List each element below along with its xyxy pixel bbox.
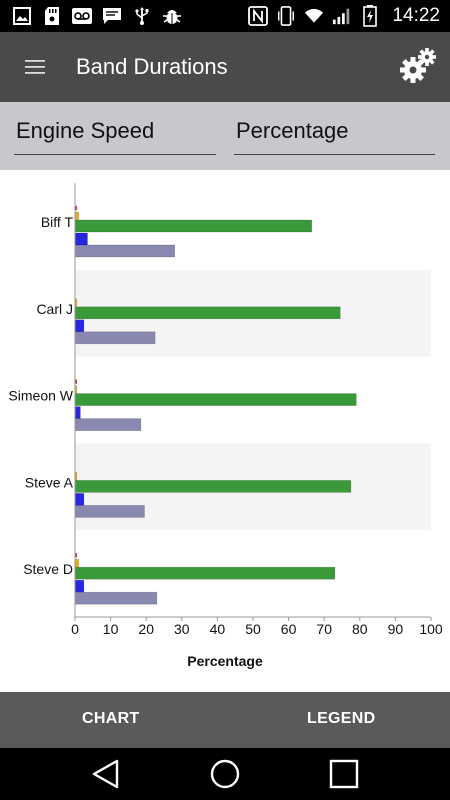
x-axis-label: Percentage [187,653,263,669]
bar-5-biff-t [74,244,175,258]
x-tick-label: 70 [316,621,332,637]
bar-5-steve-d [74,591,158,605]
home-icon[interactable] [209,758,241,790]
bar-4-steve-d [74,579,85,593]
category-label: Steve A [25,474,74,490]
navigation-bar [0,748,450,800]
tab-chart[interactable]: CHART [82,710,140,727]
status-time: 14:22 [392,5,440,26]
x-tick-label: 80 [352,621,368,637]
category-label: Carl J [36,301,73,317]
percentage-selector[interactable]: Percentage [234,112,435,155]
bar-chart: Biff T Carl J Simeon W Steve A Steve D 0 10 20 3… [8,183,443,669]
bug-icon [162,6,182,26]
back-icon[interactable] [90,758,122,790]
bar-4-carl-j [74,319,85,333]
bar-3-steve-a [74,480,352,493]
bar-3-simeon-w [74,393,357,406]
chart-area: Biff T Carl J Simeon W Steve A Steve D 0 10 20 3… [0,170,450,692]
x-tick-label: 30 [174,621,190,637]
x-tick-label: 60 [281,621,297,637]
category-label: Simeon W [8,388,73,404]
engine-speed-selector-label: Engine Speed [16,118,155,143]
x-tick-label: 50 [245,621,261,637]
x-tick-label: 100 [419,621,443,637]
nfc-icon [248,6,269,26]
bar-5-carl-j [74,331,156,345]
wifi-icon [304,6,324,26]
message-icon [102,6,122,26]
x-tick-label: 20 [138,621,154,637]
status-bar: 14:22 [0,0,450,32]
x-tick-label: 40 [210,621,226,637]
usb-icon [132,6,152,26]
engine-speed-selector[interactable]: Engine Speed [14,112,216,155]
bottom-tab-bar: CHART LEGEND [0,692,450,748]
recents-icon[interactable] [328,758,360,790]
bar-5-steve-a [74,505,145,518]
voicemail-icon [72,6,92,26]
phone-vibrate-icon [276,6,296,26]
category-label: Biff T [41,214,74,230]
selector-bar: Engine Speed Percentage [0,102,450,170]
tab-legend[interactable]: LEGEND [307,710,376,727]
bar-4-simeon-w [74,406,81,419]
bar-3-steve-d [74,566,336,580]
app-title: Band Durations [76,54,228,79]
bar-5-simeon-w [74,418,142,431]
hamburger-menu-icon[interactable] [20,52,50,82]
x-tick-label: 90 [388,621,404,637]
battery-charging-icon [360,5,380,27]
category-label: Steve D [23,561,73,577]
bar-4-steve-a [74,493,85,506]
x-tick-label: 0 [71,621,79,637]
signal-icon [332,6,352,26]
bar-3-carl-j [74,306,341,320]
bar-3-biff-t [74,219,313,233]
x-tick-label: 10 [103,621,119,637]
gears-icon[interactable] [398,46,438,86]
percentage-selector-label: Percentage [236,118,349,143]
image-icon [12,6,32,26]
sd-card-icon [42,6,62,26]
app-bar: Band Durations [0,32,450,102]
bar-4-biff-t [74,232,88,246]
